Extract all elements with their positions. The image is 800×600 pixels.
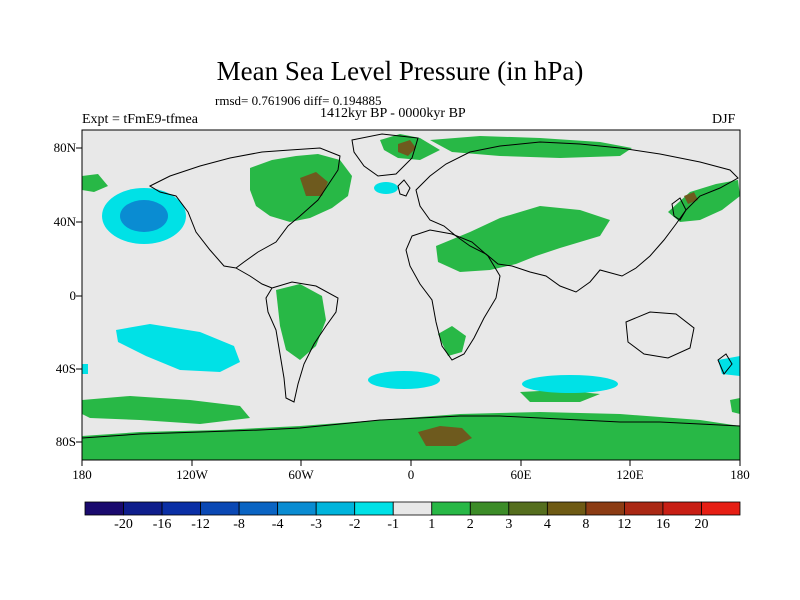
south-africa-anomaly [438,326,466,356]
colorbar-swatch [585,501,625,516]
labrador-strong-anomaly [300,172,328,196]
experiment-label: Expt = tFmE9-tfmea [82,112,198,127]
colorbar-label: -12 [191,517,210,532]
coastlines [81,133,741,439]
colorbar-swatch [200,501,240,516]
colorbar-swatch [161,501,201,516]
colorbar-label: 12 [617,517,632,532]
south-america-anomaly [276,284,326,360]
africa-coast [405,229,501,361]
colorbar-label: -2 [348,517,361,532]
australia-coast [625,311,695,359]
colorbar-label: 8 [582,517,590,532]
colorbar-swatch [315,501,356,516]
uk-coast [397,179,411,197]
colorbar-swatch [701,501,741,516]
axis-ticks [76,147,741,466]
colorbar-swatch [469,501,510,516]
colorbar-label: -16 [152,517,172,532]
pacific-nw-anomaly [668,180,740,222]
lon-label-0: 0 [407,467,415,482]
arctic-east-anomaly [430,136,632,158]
lon-label-60w: 60W [288,467,314,482]
colorbar-swatch [431,501,471,516]
colorbar-swatch [546,501,587,516]
colorbar-swatch [238,501,279,516]
lon-label-180w: 180 [72,467,92,482]
lat-label-80s: 80S [55,434,76,449]
colorbar-label: -8 [233,517,245,532]
colorbar-label: -1 [387,517,400,532]
colorbar-swatch [624,501,664,516]
colorbar-label: 2 [466,517,474,532]
antarctic-strong-anomaly [418,426,472,446]
colorbar-label: 1 [428,517,436,532]
colorbar-label: -3 [310,517,322,532]
east-edge-anomaly [730,398,740,414]
colorbar-swatch [392,501,433,516]
antarctica-coast [81,415,741,439]
greenland-strong-anomaly [398,140,416,156]
colorbar [84,501,741,516]
greenland-coast [351,133,419,177]
colorbar-label: -20 [114,517,133,532]
west-edge-neg-anomaly [82,364,88,374]
north-pacific-core-anomaly [120,200,168,232]
west-pacific-anomaly [82,396,250,424]
north-atlantic-anomaly [250,154,352,222]
negative-anomaly-regions [82,182,740,393]
chart-title: Mean Sea Level Pressure (in hPa) [216,56,584,86]
colorbar-label: 20 [694,517,709,532]
lat-label-0: 0 [69,288,77,303]
japan-coast [671,197,687,221]
lon-label-180e: 180 [730,467,750,482]
lat-label-40n: 40N [53,214,76,229]
new-zealand-coast [717,353,733,375]
lon-label-120e: 120E [616,467,644,482]
eurasia-coast [415,141,739,293]
colorbar-swatch [84,501,124,516]
tasman-neg-anomaly [718,356,740,376]
south-america-coast [265,281,339,403]
antarctic-anomaly [82,412,740,460]
south-atlantic-neg-anomaly [368,371,440,389]
central-america-coast [235,267,273,289]
colorbar-swatch [508,501,548,516]
indian-ocean-neg-anomaly [522,375,618,393]
north-atlantic-neg-anomaly [374,182,398,194]
strong-anomaly-regions [300,140,698,446]
lon-label-60e: 60E [510,467,532,482]
colorbar-label: 3 [505,517,513,532]
europe-small-anomaly [82,174,108,192]
colorbar-label: 4 [543,517,551,532]
period-label: 1412kyr BP - 0000kyr BP [320,106,466,121]
eurasia-anomaly [436,206,610,272]
stats-line: rmsd= 0.761906 diff= 0.194885 [215,93,382,108]
lat-label-40s: 40S [55,361,76,376]
season-label: DJF [712,112,736,127]
lat-label-80n: 80N [53,140,76,155]
colorbar-swatch [123,501,163,516]
colorbar-swatch [354,501,394,516]
north-america-coast [148,147,341,269]
colorbar-swatch [277,501,317,516]
colorbar-label: 16 [655,517,670,532]
lon-label-120w: 120W [176,467,208,482]
colorbar-swatch [662,501,702,516]
colorbar-label: -4 [271,517,284,532]
south-atlantic-anomaly [520,390,600,402]
map-panel [81,129,741,461]
positive-anomaly-regions [82,134,740,460]
south-pacific-anomaly [116,324,240,372]
